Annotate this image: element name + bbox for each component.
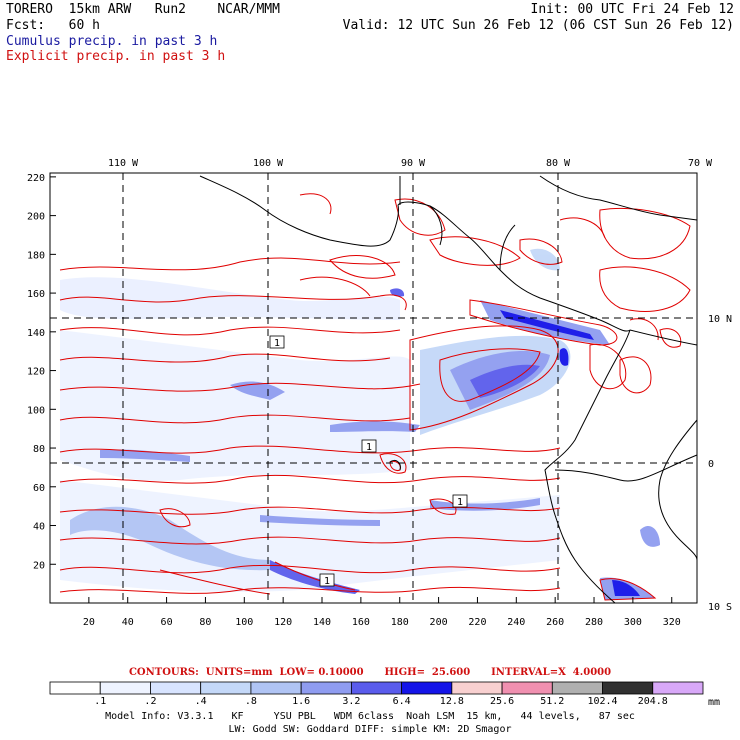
header-init-time: Init: 00 UTC Fri 24 Feb 12	[530, 2, 735, 17]
legend-swatch	[300, 681, 352, 695]
x-tick-label: 120	[274, 617, 292, 628]
legend-swatch	[99, 681, 151, 695]
legend-swatch	[602, 681, 654, 695]
x-tick-label: 60	[161, 617, 173, 628]
svg-text:10 N: 10 N	[708, 314, 732, 325]
legend-swatch	[49, 681, 101, 695]
y-tick-label: 140	[27, 328, 45, 339]
x-tick-label: 220	[468, 617, 486, 628]
header-run-info: TORERO 15km ARW Run2 NCAR/MMM	[6, 2, 280, 17]
legend-value: .2	[144, 696, 157, 707]
x-tick-label: 160	[352, 617, 370, 628]
coastlines	[199, 175, 698, 604]
legend-swatch	[150, 681, 202, 695]
latitude-labels: 10 N 0 10 S	[708, 314, 732, 613]
svg-text:90 W: 90 W	[401, 158, 426, 169]
legend-color-bar	[49, 681, 704, 695]
explicit-precip-contours	[59, 193, 691, 601]
svg-text:1: 1	[274, 338, 280, 349]
y-tick-label: 160	[27, 289, 45, 300]
y-index-ticks: 220 200 180 160 140 120 100 80 60 40 20	[27, 173, 56, 571]
y-tick-label: 180	[27, 250, 45, 261]
legend-value: 12.8	[439, 696, 464, 707]
y-tick-label: 220	[27, 173, 45, 184]
legend-swatch	[200, 681, 252, 695]
y-tick-label: 120	[27, 367, 45, 378]
svg-text:100 W: 100 W	[253, 158, 284, 169]
x-tick-label: 180	[391, 617, 409, 628]
longitude-labels: 110 W 100 W 90 W 80 W 70 W	[108, 158, 713, 169]
x-tick-label: 40	[122, 617, 134, 628]
x-tick-label: 260	[546, 617, 564, 628]
x-tick-label: 140	[313, 617, 331, 628]
x-tick-label: 20	[83, 617, 95, 628]
legend-swatch	[551, 681, 603, 695]
legend-value: .1	[94, 696, 107, 707]
legend-unit: mm	[708, 697, 721, 708]
svg-text:80 W: 80 W	[546, 158, 571, 169]
y-tick-label: 40	[33, 522, 45, 533]
header-valid-time: Valid: 12 UTC Sun 26 Feb 12 (06 CST Sun …	[342, 18, 734, 33]
legend-value: .4	[194, 696, 207, 707]
legend-swatch	[350, 681, 403, 695]
svg-text:70 W: 70 W	[688, 158, 713, 169]
x-tick-label: 200	[430, 617, 448, 628]
x-tick-label: 100	[235, 617, 253, 628]
x-tick-label: 320	[663, 617, 681, 628]
svg-text:110 W: 110 W	[108, 158, 139, 169]
legend-value: 3.2	[342, 696, 361, 707]
contour-label-boxes: 1 1 1 1	[269, 335, 468, 587]
physics-info: LW: Godd SW: Goddard DIFF: simple KM: 2D…	[228, 724, 512, 735]
legend-value: 102.4	[587, 696, 618, 707]
contour-info: CONTOURS: UNITS=mm LOW= 0.10000 HIGH= 25…	[128, 667, 612, 678]
svg-text:1: 1	[366, 442, 372, 453]
svg-text:0: 0	[708, 459, 714, 470]
x-tick-label: 80	[199, 617, 211, 628]
y-tick-label: 80	[33, 444, 45, 455]
legend-swatch	[451, 681, 503, 695]
legend-value: 6.4	[392, 696, 411, 707]
legend-swatch	[501, 681, 553, 695]
header-forecast-hour: Fcst: 60 h	[6, 18, 100, 33]
x-tick-label: 300	[624, 617, 642, 628]
svg-text:1: 1	[457, 497, 463, 508]
legend-value: .8	[244, 696, 257, 707]
legend-values: .1 .2 .4 .8 1.6 3.2 6.4 12.8 25.6 51.2 102.4 204.8	[0, 696, 740, 708]
legend-value: 51.2	[540, 696, 565, 707]
x-tick-label: 280	[585, 617, 603, 628]
legend-swatch	[652, 681, 704, 695]
svg-text:1: 1	[324, 576, 330, 587]
model-info: Model Info: V3.3.1 KF YSU PBL WDM 6class…	[105, 711, 635, 722]
title-explicit-precip: Explicit precip. in past 3 h	[6, 49, 226, 64]
y-tick-label: 100	[27, 405, 45, 416]
legend-value: 25.6	[490, 696, 515, 707]
legend-value: 204.8	[637, 696, 668, 707]
x-index-ticks: 20 40 60 80 100 120 140 160 180 200 220 240 260 280 30…	[83, 597, 681, 628]
svg-text:10 S: 10 S	[708, 602, 732, 613]
legend-value: 1.6	[292, 696, 311, 707]
y-tick-label: 20	[33, 560, 45, 571]
title-cumulus-precip: Cumulus precip. in past 3 h	[6, 34, 218, 49]
y-tick-label: 200	[27, 212, 45, 223]
legend-swatch	[401, 681, 453, 695]
y-tick-label: 60	[33, 483, 45, 494]
x-tick-label: 240	[507, 617, 525, 628]
legend-swatch	[250, 681, 302, 695]
